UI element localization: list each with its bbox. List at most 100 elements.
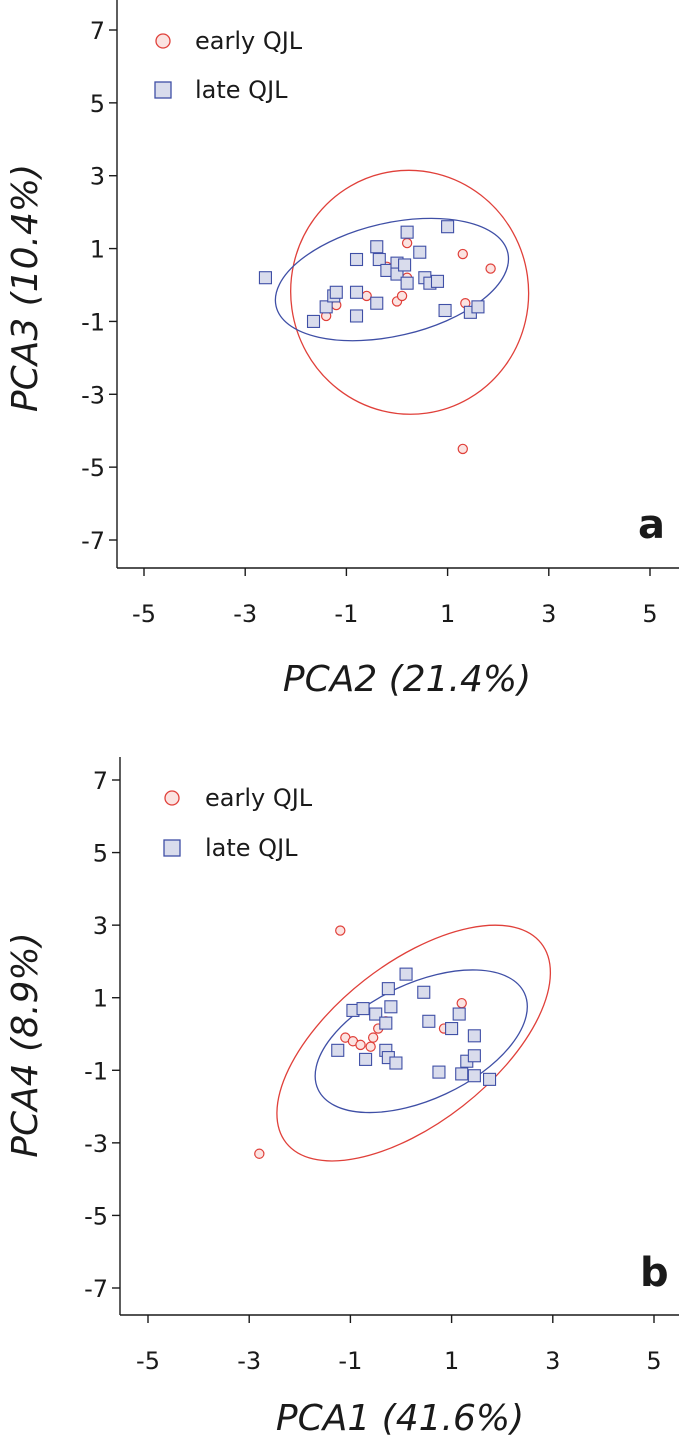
late-point [356,1002,370,1016]
legend-early-circle-icon [164,790,180,806]
early-point [367,1032,379,1043]
late-point [349,252,364,267]
legend-early-label: early QJL [195,27,303,55]
late-point [413,245,427,259]
late-point [370,240,384,254]
early-point [361,290,372,302]
late-point [482,1072,497,1086]
legend-late-square-icon [154,81,172,99]
late-point [399,967,413,981]
x-tick-label: 5 [642,600,657,628]
x-tick-label: -1 [338,1347,362,1375]
late-point [372,252,386,267]
panel-a-x-axis-title: PCA2 (21.4%) [283,659,531,700]
panel-b-ellipses [276,924,552,1162]
legend-late-square-icon [163,839,181,857]
late-point [455,1067,469,1081]
x-tick-label: -5 [132,600,156,628]
legend-early-label: early QJL [205,784,313,812]
late-point [432,1065,446,1079]
y-tick-label: 1 [93,985,108,1013]
y-tick-label: 5 [93,840,108,868]
panel-b-legend: early QJL late QJL [163,784,313,862]
late-point [400,225,414,239]
y-tick-label: -1 [81,308,105,336]
x-tick-label: 3 [545,1347,560,1375]
y-tick-label: -7 [84,1275,108,1303]
late-point [422,1014,436,1028]
panel-a-letter: a [638,502,665,548]
late-ellipse [314,969,528,1114]
panel-b: 7 5 3 1 -1 -3 -5 -7 -5 -3 -1 1 3 5 early QJL late QJL… [5,757,679,1439]
early-point [456,997,467,1009]
late-ellipse [274,217,510,342]
legend-late-label: late QJL [195,76,288,104]
panel-b-x-axis-title: PCA1 (41.6%) [276,1398,524,1439]
x-tick-label: -3 [237,1347,261,1375]
y-tick-label: -1 [84,1057,108,1085]
late-point [438,303,452,318]
early-ellipse [290,169,530,415]
early-point [457,248,468,260]
x-tick-label: 5 [646,1347,661,1375]
y-tick-label: 7 [93,767,108,795]
late-point [331,1043,345,1057]
early-point [396,290,408,302]
y-tick-label: -5 [81,454,105,482]
late-point [384,1000,398,1014]
panel-b-points [254,925,497,1159]
early-ellipse [276,924,552,1162]
legend-early-circle-icon [155,33,171,49]
y-tick-label: 3 [90,163,105,191]
x-tick-label: 3 [541,600,556,628]
y-tick-label: -7 [81,527,105,555]
early-point [335,925,346,936]
late-point [349,285,364,299]
late-point [319,300,333,314]
early-point [355,1039,366,1051]
x-tick-label: -1 [334,600,358,628]
x-tick-label: -3 [233,600,257,628]
late-point [349,309,364,323]
late-point [379,1016,393,1030]
panel-a-axes: 7 5 3 1 -1 -3 -5 -7 -5 -3 -1 1 3 5 [81,0,679,628]
y-tick-label: 1 [90,236,105,264]
late-point [445,1022,459,1036]
y-tick-label: 7 [90,17,105,45]
y-tick-label: -3 [84,1130,108,1158]
panel-a-y-axis-title: PCA3 (10.4%) [5,164,46,412]
late-point [329,285,343,299]
late-point [398,258,412,272]
late-point [381,982,395,996]
panel-a: 7 5 3 1 -1 -3 -5 -7 -5 -3 -1 1 3 5 early QJL late QJL… [5,0,679,700]
late-point [389,1056,403,1070]
late-point [471,300,485,314]
y-tick-label: -5 [84,1202,108,1230]
late-point [400,276,414,290]
y-tick-label: -3 [81,381,105,409]
late-point [306,314,321,328]
panel-a-ellipses [274,169,530,415]
panel-b-axes: 7 5 3 1 -1 -3 -5 -7 -5 -3 -1 1 3 5 [84,757,679,1375]
y-tick-label: 3 [93,912,108,940]
late-point [359,1052,373,1066]
early-point [485,263,496,274]
panel-b-letter: b [640,1250,669,1296]
early-point [365,1041,376,1052]
legend-late-label: late QJL [205,834,298,862]
y-tick-label: 5 [90,90,105,118]
late-point [467,1049,481,1063]
early-point [457,443,468,455]
early-point [401,237,413,249]
early-point [254,1148,265,1159]
late-point [441,220,455,234]
x-tick-label: 1 [440,600,455,628]
late-point [370,296,384,310]
panel-a-points [258,220,496,455]
x-tick-label: 1 [444,1347,459,1375]
panel-b-y-axis-title: PCA4 (8.9%) [5,932,46,1157]
x-tick-label: -5 [136,1347,160,1375]
late-point [452,1007,466,1021]
late-point [417,985,431,999]
